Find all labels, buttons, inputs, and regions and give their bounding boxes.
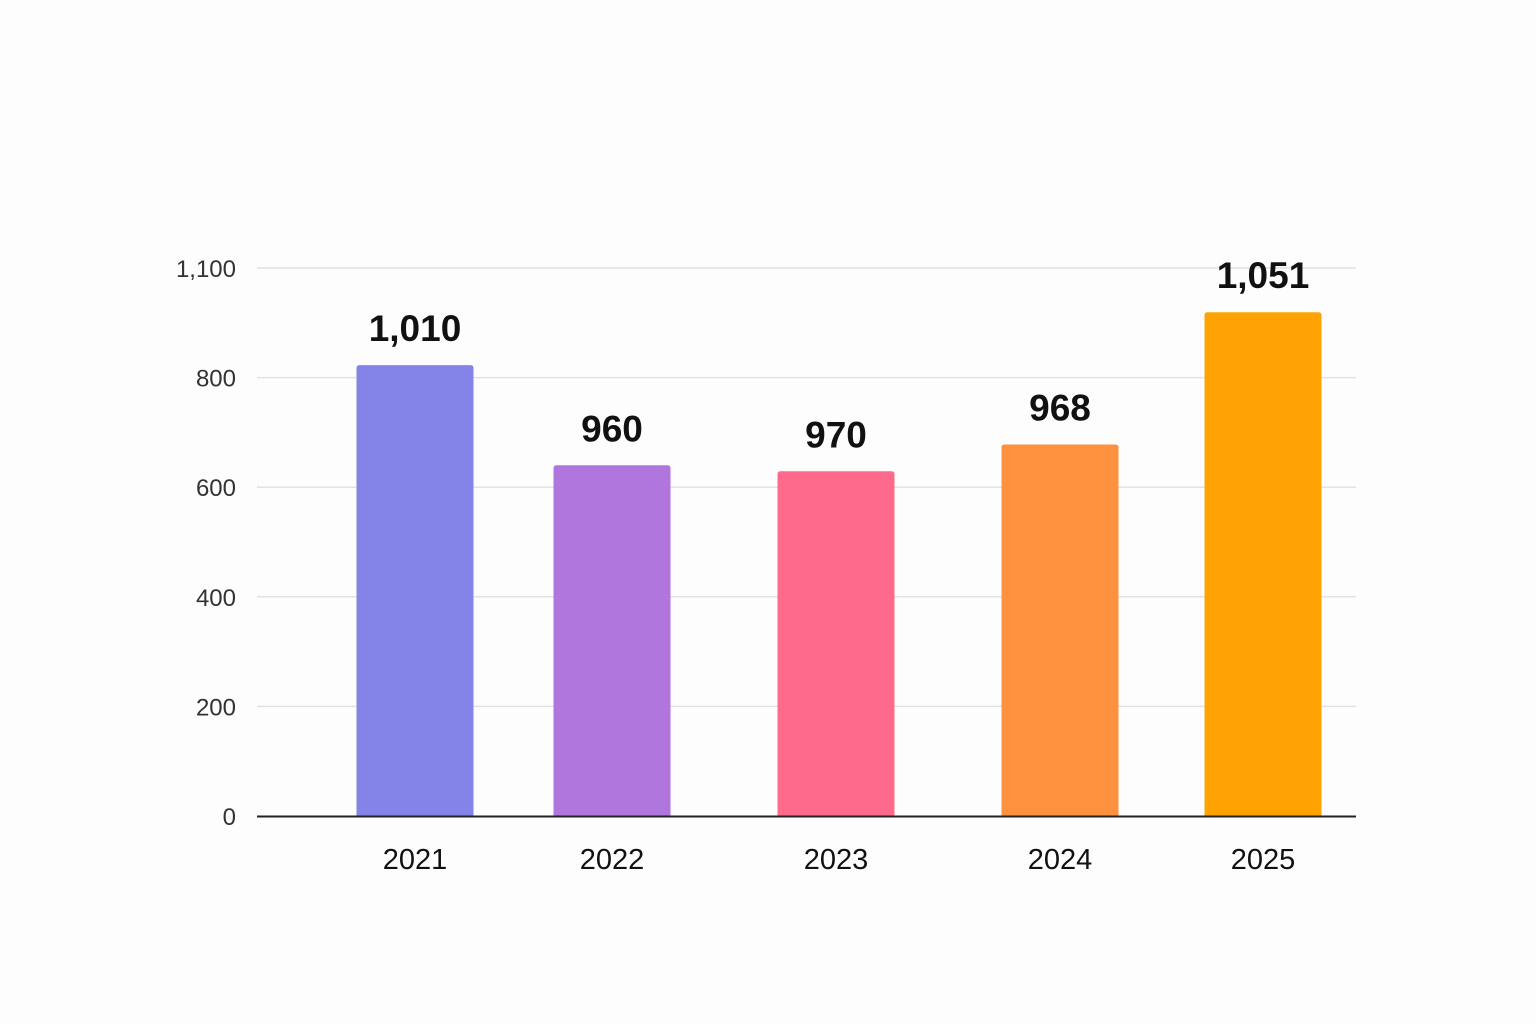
x-tick-label: 2024 — [1028, 844, 1093, 876]
y-tick-label: 800 — [196, 366, 236, 393]
bar-2025 — [1204, 312, 1322, 816]
bar-2023 — [777, 471, 895, 816]
bar-2022 — [553, 465, 671, 816]
data-label: 968 — [1029, 387, 1091, 428]
data-label: 960 — [581, 408, 643, 449]
y-tick-label: 400 — [196, 585, 236, 612]
y-tick-label: 0 — [223, 804, 236, 831]
x-tick-label: 2022 — [580, 844, 645, 876]
data-label: 970 — [805, 414, 867, 455]
y-tick-label: 600 — [196, 475, 236, 502]
bar-2021 — [356, 365, 474, 816]
x-tick-label: 2023 — [804, 844, 869, 876]
x-tick-label: 2025 — [1231, 844, 1296, 876]
data-label: 1,010 — [369, 308, 462, 349]
y-tick-label: 200 — [196, 694, 236, 721]
data-label: 1,051 — [1217, 255, 1310, 296]
y-tick-label: 1,100 — [176, 256, 236, 283]
x-tick-label: 2021 — [383, 844, 448, 876]
bar-2024 — [1001, 444, 1119, 816]
